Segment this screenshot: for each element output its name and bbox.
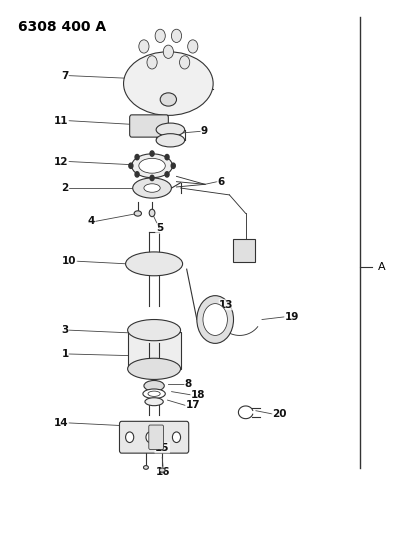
Circle shape <box>135 155 139 160</box>
Circle shape <box>150 175 154 181</box>
Ellipse shape <box>139 40 148 53</box>
Text: 14: 14 <box>54 418 68 428</box>
Circle shape <box>150 151 154 156</box>
Ellipse shape <box>144 381 164 391</box>
Ellipse shape <box>155 29 165 43</box>
Ellipse shape <box>171 29 181 43</box>
Text: 16: 16 <box>156 467 170 477</box>
Ellipse shape <box>125 252 182 276</box>
Text: 11: 11 <box>54 116 68 126</box>
Circle shape <box>172 432 180 442</box>
FancyBboxPatch shape <box>127 332 180 369</box>
Text: 7: 7 <box>61 70 68 80</box>
Ellipse shape <box>187 40 198 53</box>
Circle shape <box>135 172 139 177</box>
Ellipse shape <box>163 45 173 59</box>
Ellipse shape <box>127 319 180 341</box>
Circle shape <box>164 155 169 160</box>
FancyBboxPatch shape <box>129 115 168 137</box>
Ellipse shape <box>156 123 184 136</box>
Ellipse shape <box>131 154 172 177</box>
Ellipse shape <box>143 389 165 399</box>
Text: 8: 8 <box>184 379 191 389</box>
Circle shape <box>128 163 133 168</box>
Circle shape <box>164 172 169 177</box>
Text: 20: 20 <box>272 409 286 419</box>
Ellipse shape <box>144 398 163 406</box>
Text: 6308 400 A: 6308 400 A <box>18 20 106 34</box>
Text: 13: 13 <box>219 300 233 310</box>
Text: 19: 19 <box>284 312 298 322</box>
Ellipse shape <box>143 466 148 470</box>
Ellipse shape <box>146 56 157 69</box>
Ellipse shape <box>148 391 160 397</box>
Ellipse shape <box>159 468 165 472</box>
Ellipse shape <box>127 358 180 379</box>
Text: 3: 3 <box>61 325 68 335</box>
Circle shape <box>196 296 233 343</box>
Text: 1: 1 <box>61 349 68 359</box>
Text: 4: 4 <box>88 216 95 227</box>
Circle shape <box>202 304 227 335</box>
Circle shape <box>125 432 133 442</box>
Ellipse shape <box>123 52 213 115</box>
Circle shape <box>146 432 154 442</box>
Text: A: A <box>377 262 385 271</box>
Circle shape <box>171 163 175 168</box>
Text: 10: 10 <box>62 256 76 266</box>
Ellipse shape <box>133 178 171 198</box>
Circle shape <box>149 209 155 216</box>
Text: 9: 9 <box>200 126 207 136</box>
FancyBboxPatch shape <box>232 239 254 262</box>
Ellipse shape <box>156 134 184 147</box>
Text: 6: 6 <box>217 176 224 187</box>
Text: 17: 17 <box>185 400 200 410</box>
FancyBboxPatch shape <box>148 425 163 449</box>
Ellipse shape <box>139 158 165 173</box>
Text: 5: 5 <box>155 223 163 233</box>
Ellipse shape <box>144 184 160 192</box>
Ellipse shape <box>160 93 176 106</box>
Text: 15: 15 <box>155 443 169 453</box>
Ellipse shape <box>179 56 189 69</box>
FancyBboxPatch shape <box>119 421 188 453</box>
Text: 12: 12 <box>54 157 68 166</box>
Ellipse shape <box>134 211 141 216</box>
Text: 18: 18 <box>190 390 205 400</box>
Text: 2: 2 <box>61 183 68 193</box>
